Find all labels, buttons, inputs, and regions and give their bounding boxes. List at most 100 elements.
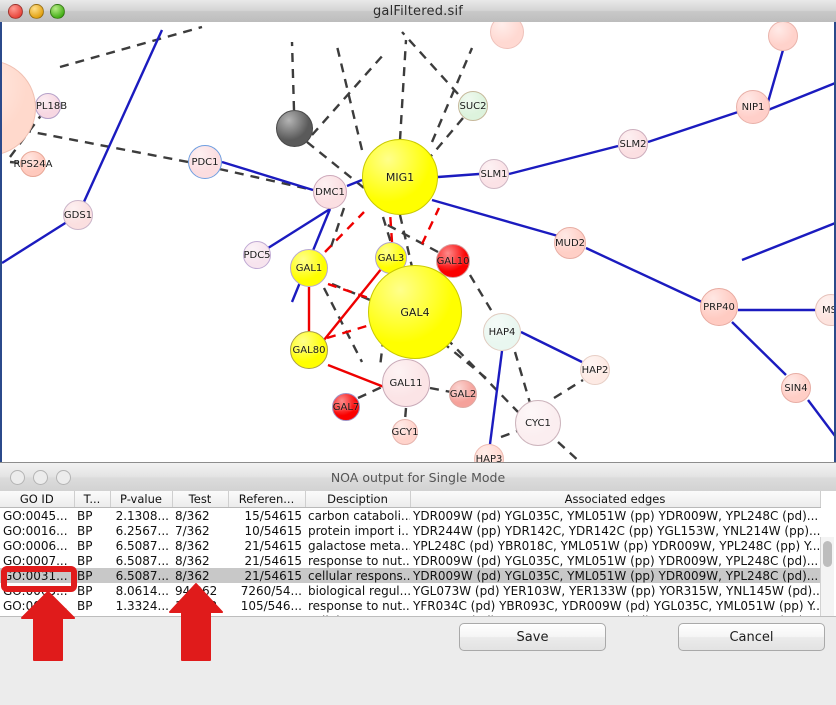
cell-go-id: GO:0045...	[3, 508, 68, 523]
cell-reference: 21/54615	[228, 568, 305, 583]
table-row[interactable]: GO:0031... BP 1.3324... 11/362 105/546... res…	[0, 598, 820, 613]
cell-go-id: GO:0031...	[0, 568, 74, 583]
cell-pvalue: 6.5087...	[115, 553, 169, 568]
node-label: GAL7	[332, 401, 360, 413]
cell-edges: YGL073W (pd) YER103W, YER133W (pp) YOR31…	[413, 583, 820, 598]
save-button[interactable]: Save	[459, 623, 606, 651]
node-mig1[interactable]: MIG1	[362, 139, 438, 215]
cell-go-id: GO:0007...	[3, 553, 68, 568]
cell-description: response to nut...	[308, 598, 410, 613]
cell-reference: 10/54615	[244, 523, 303, 538]
results-table-container[interactable]: GO ID T... P-value Test Referen... Desciption…	[0, 491, 836, 617]
node-gal80[interactable]: GAL80	[290, 331, 328, 369]
node-label: MIG1	[385, 170, 415, 184]
node-label: HAP4	[488, 326, 516, 338]
node-unlabeled[interactable]	[490, 22, 524, 49]
cell-test: 8/362	[175, 508, 210, 523]
column-header-go-id[interactable]: GO ID	[0, 491, 75, 508]
window-traffic-lights[interactable]	[8, 4, 65, 19]
node-rps24a[interactable]: RPS24A	[14, 151, 52, 177]
cell-reference: 105/546...	[228, 613, 305, 617]
noa-output-window: NOA output for Single Mode GO ID T... P-va…	[0, 462, 836, 705]
node-suc2[interactable]: SUC2	[458, 91, 488, 121]
cell-go-id: GO:0031...	[3, 598, 68, 613]
node-slm2[interactable]: SLM2	[618, 129, 648, 159]
cell-description: protein import i...	[308, 523, 410, 538]
cell-edges: YDR244W (pp) YDR142C, YDR142C (pp) YGL15…	[413, 523, 820, 538]
close-button[interactable]	[8, 4, 23, 19]
cell-edges: YDR009W (pd) YGL035C, YML051W (pp) YDR00…	[410, 568, 820, 583]
node-unlabeled[interactable]	[768, 22, 798, 51]
cell-go-id: GO:0016...	[3, 523, 68, 538]
cell-type: BP	[77, 583, 93, 598]
table-row[interactable]: GO:0006... BP 6.5087... 8/362 21/54615 galact…	[0, 538, 820, 553]
node-hap2[interactable]: HAP2	[580, 355, 610, 385]
node-prp40[interactable]: PRP40	[700, 288, 738, 326]
node-cyc1[interactable]: CYC1	[515, 400, 561, 446]
node-label: GAL1	[295, 262, 323, 274]
node-nip1[interactable]: NIP1	[736, 90, 770, 124]
cell-edges: YFR034C (pd) YBR093C, YDR009W (pd) YGL03…	[413, 598, 820, 613]
table-row[interactable]: GO:0007... BP 6.5087... 8/362 21/54615 respon…	[0, 553, 820, 568]
table-row[interactable]: GO:0065... BP 8.0614... 94/362 7260/54... bio…	[0, 583, 820, 598]
node-label: CYC1	[525, 417, 551, 429]
node-hap4[interactable]: HAP4	[483, 313, 521, 351]
cancel-button[interactable]: Cancel	[678, 623, 825, 651]
node-gal4[interactable]: GAL4	[368, 265, 462, 359]
node-label: GAL4	[400, 305, 430, 319]
network-window-title: galFiltered.sif	[372, 3, 464, 19]
cell-pvalue: 6.2567...	[115, 523, 169, 538]
table-row[interactable]: GO:0016... BP 6.2567... 7/362 10/54615 protei…	[0, 523, 820, 538]
network-graph-svg[interactable]	[2, 22, 836, 462]
node-label: SIN4	[784, 382, 808, 394]
network-canvas[interactable]: RPL18B RPS24A GDS1 PDC1 PDC5 DMC1 MIG1 SUC2 SLM1…	[0, 22, 836, 462]
column-header-t[interactable]: T...	[74, 491, 111, 508]
node-label: GAL11	[389, 377, 423, 389]
node-label: GAL80	[292, 344, 326, 356]
cell-reference: 21/54615	[244, 538, 303, 553]
node-pdc1[interactable]: PDC1	[188, 145, 222, 179]
node-label: GDS1	[63, 209, 93, 221]
node-gal11[interactable]: GAL11	[382, 359, 430, 407]
noa-minimize-button[interactable]	[33, 470, 48, 485]
node-gal1[interactable]: GAL1	[290, 249, 328, 287]
node-unlabeled[interactable]	[275, 109, 313, 147]
node-rpl18b[interactable]: RPL18B	[29, 93, 67, 119]
node-gcy1[interactable]: GCY1	[391, 419, 419, 445]
minimize-button[interactable]	[29, 4, 44, 19]
node-sin4[interactable]: SIN4	[781, 373, 811, 403]
table-row[interactable]: GO:0045... BP 2.1308... 8/362 15/54615 carbon…	[0, 508, 820, 524]
cell-description: response to nut...	[308, 553, 410, 568]
noa-close-button[interactable]	[10, 470, 25, 485]
column-header-p-value[interactable]: P-value	[110, 491, 173, 508]
noa-zoom-button[interactable]	[56, 470, 71, 485]
noa-traffic-lights[interactable]	[10, 470, 71, 485]
cell-edges: YDR009W (pd) YGL035C, YML051W (pp) YDR00…	[413, 508, 819, 523]
column-header-desciption[interactable]: Desciption	[305, 491, 411, 508]
noa-titlebar[interactable]: NOA output for Single Mode	[0, 463, 836, 492]
node-gds1[interactable]: GDS1	[63, 200, 93, 230]
node-gal7[interactable]: GAL7	[332, 393, 360, 421]
network-titlebar[interactable]: galFiltered.sif	[0, 0, 836, 23]
column-header-test[interactable]: Test	[172, 491, 229, 508]
cell-test: 11/362	[175, 598, 218, 613]
column-header-associated-edges[interactable]: Associated edges	[410, 491, 821, 508]
cell-reference: 7260/54...	[240, 583, 302, 598]
node-slm1[interactable]: SLM1	[479, 159, 509, 189]
cell-test: 7/362	[175, 523, 210, 538]
node-pdc5[interactable]: PDC5	[243, 241, 271, 269]
table-body[interactable]: GO:0045... BP 2.1308... 8/362 15/54615 carbon…	[0, 508, 820, 617]
node-label: HAP3	[475, 453, 503, 463]
cell-description: cellular respons...	[305, 613, 410, 617]
table-header-row[interactable]: GO ID T... P-value Test Referen... Desciption…	[0, 491, 821, 508]
zoom-button[interactable]	[50, 4, 65, 19]
scrollbar-thumb[interactable]	[823, 541, 832, 567]
dialog-button-bar: Save Cancel	[0, 617, 836, 705]
node-mud2[interactable]: MUD2	[554, 227, 586, 259]
column-header-referen[interactable]: Referen...	[228, 491, 306, 508]
results-table[interactable]: GO ID T... P-value Test Referen... Desciption…	[0, 491, 821, 617]
node-gal2[interactable]: GAL2	[449, 380, 477, 408]
table-row[interactable]: GO:0031... BP 6.5087... 8/362 21/54615 cellul…	[0, 568, 820, 583]
node-dmc1[interactable]: DMC1	[313, 175, 347, 209]
table-vertical-scrollbar[interactable]	[820, 537, 834, 616]
